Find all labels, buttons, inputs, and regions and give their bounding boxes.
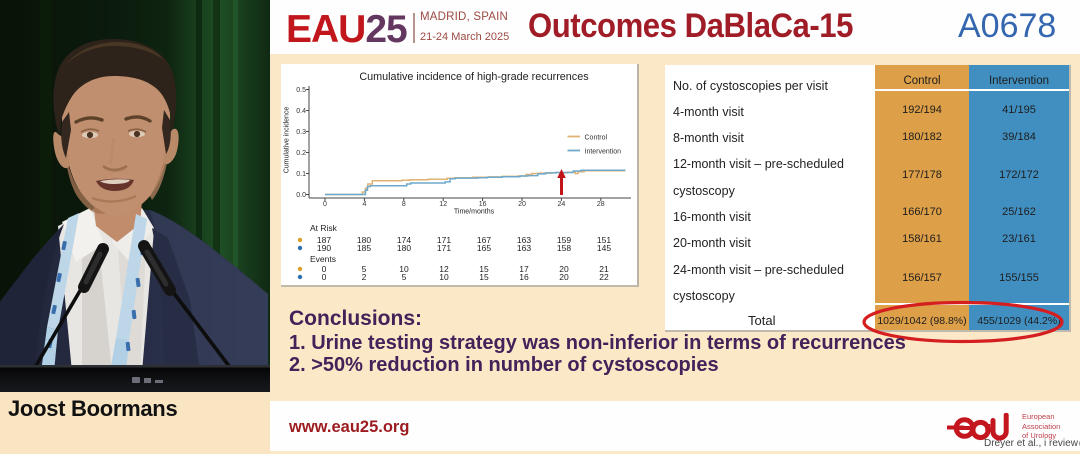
svg-text:187: 187 bbox=[317, 235, 331, 245]
svg-text:0: 0 bbox=[322, 264, 327, 274]
svg-text:Events: Events bbox=[310, 254, 336, 264]
svg-text:174: 174 bbox=[397, 235, 411, 245]
svg-text:16: 16 bbox=[519, 272, 529, 282]
svg-text:0.3: 0.3 bbox=[296, 129, 306, 136]
svg-text:5: 5 bbox=[362, 264, 367, 274]
svg-text:Cumulative incidence of high-g: Cumulative incidence of high-grade recur… bbox=[359, 71, 589, 83]
svg-text:151: 151 bbox=[597, 235, 611, 245]
svg-text:10: 10 bbox=[399, 264, 409, 274]
svg-text:0.2: 0.2 bbox=[296, 150, 306, 157]
svg-text:20: 20 bbox=[559, 272, 569, 282]
svg-text:Time/months: Time/months bbox=[454, 209, 495, 216]
svg-text:8: 8 bbox=[402, 201, 406, 208]
svg-text:167: 167 bbox=[477, 235, 491, 245]
svg-text:16: 16 bbox=[479, 201, 487, 208]
svg-text:15: 15 bbox=[479, 272, 489, 282]
svg-text:0.0: 0.0 bbox=[296, 192, 306, 199]
svg-text:4: 4 bbox=[362, 201, 366, 208]
svg-text:Cumulative incidence: Cumulative incidence bbox=[284, 107, 291, 174]
svg-text:158: 158 bbox=[557, 243, 571, 253]
svg-text:20: 20 bbox=[559, 264, 569, 274]
svg-text:15: 15 bbox=[479, 264, 489, 274]
svg-text:0.5: 0.5 bbox=[296, 87, 306, 94]
svg-text:180: 180 bbox=[397, 243, 411, 253]
svg-text:171: 171 bbox=[437, 235, 451, 245]
svg-text:145: 145 bbox=[597, 243, 611, 253]
svg-text:0: 0 bbox=[323, 201, 327, 208]
svg-text:185: 185 bbox=[357, 243, 371, 253]
svg-text:17: 17 bbox=[519, 264, 529, 274]
svg-text:At Risk: At Risk bbox=[310, 223, 338, 233]
svg-text:Control: Control bbox=[585, 135, 608, 142]
svg-text:12: 12 bbox=[439, 201, 447, 208]
svg-text:21: 21 bbox=[599, 264, 609, 274]
svg-text:159: 159 bbox=[557, 235, 571, 245]
svg-text:0.1: 0.1 bbox=[296, 171, 306, 178]
svg-text:28: 28 bbox=[597, 201, 605, 208]
svg-text:Intervention: Intervention bbox=[585, 149, 622, 156]
svg-text:190: 190 bbox=[317, 243, 331, 253]
svg-text:22: 22 bbox=[599, 272, 609, 282]
svg-text:10: 10 bbox=[439, 272, 449, 282]
svg-text:165: 165 bbox=[477, 243, 491, 253]
svg-text:163: 163 bbox=[517, 243, 531, 253]
svg-text:20: 20 bbox=[518, 201, 526, 208]
svg-text:171: 171 bbox=[437, 243, 451, 253]
svg-text:5: 5 bbox=[402, 272, 407, 282]
svg-text:163: 163 bbox=[517, 235, 531, 245]
svg-text:180: 180 bbox=[357, 235, 371, 245]
svg-text:2: 2 bbox=[362, 272, 367, 282]
svg-text:0: 0 bbox=[322, 272, 327, 282]
svg-text:24: 24 bbox=[558, 201, 566, 208]
svg-text:12: 12 bbox=[439, 264, 449, 274]
svg-text:0.4: 0.4 bbox=[296, 108, 306, 115]
